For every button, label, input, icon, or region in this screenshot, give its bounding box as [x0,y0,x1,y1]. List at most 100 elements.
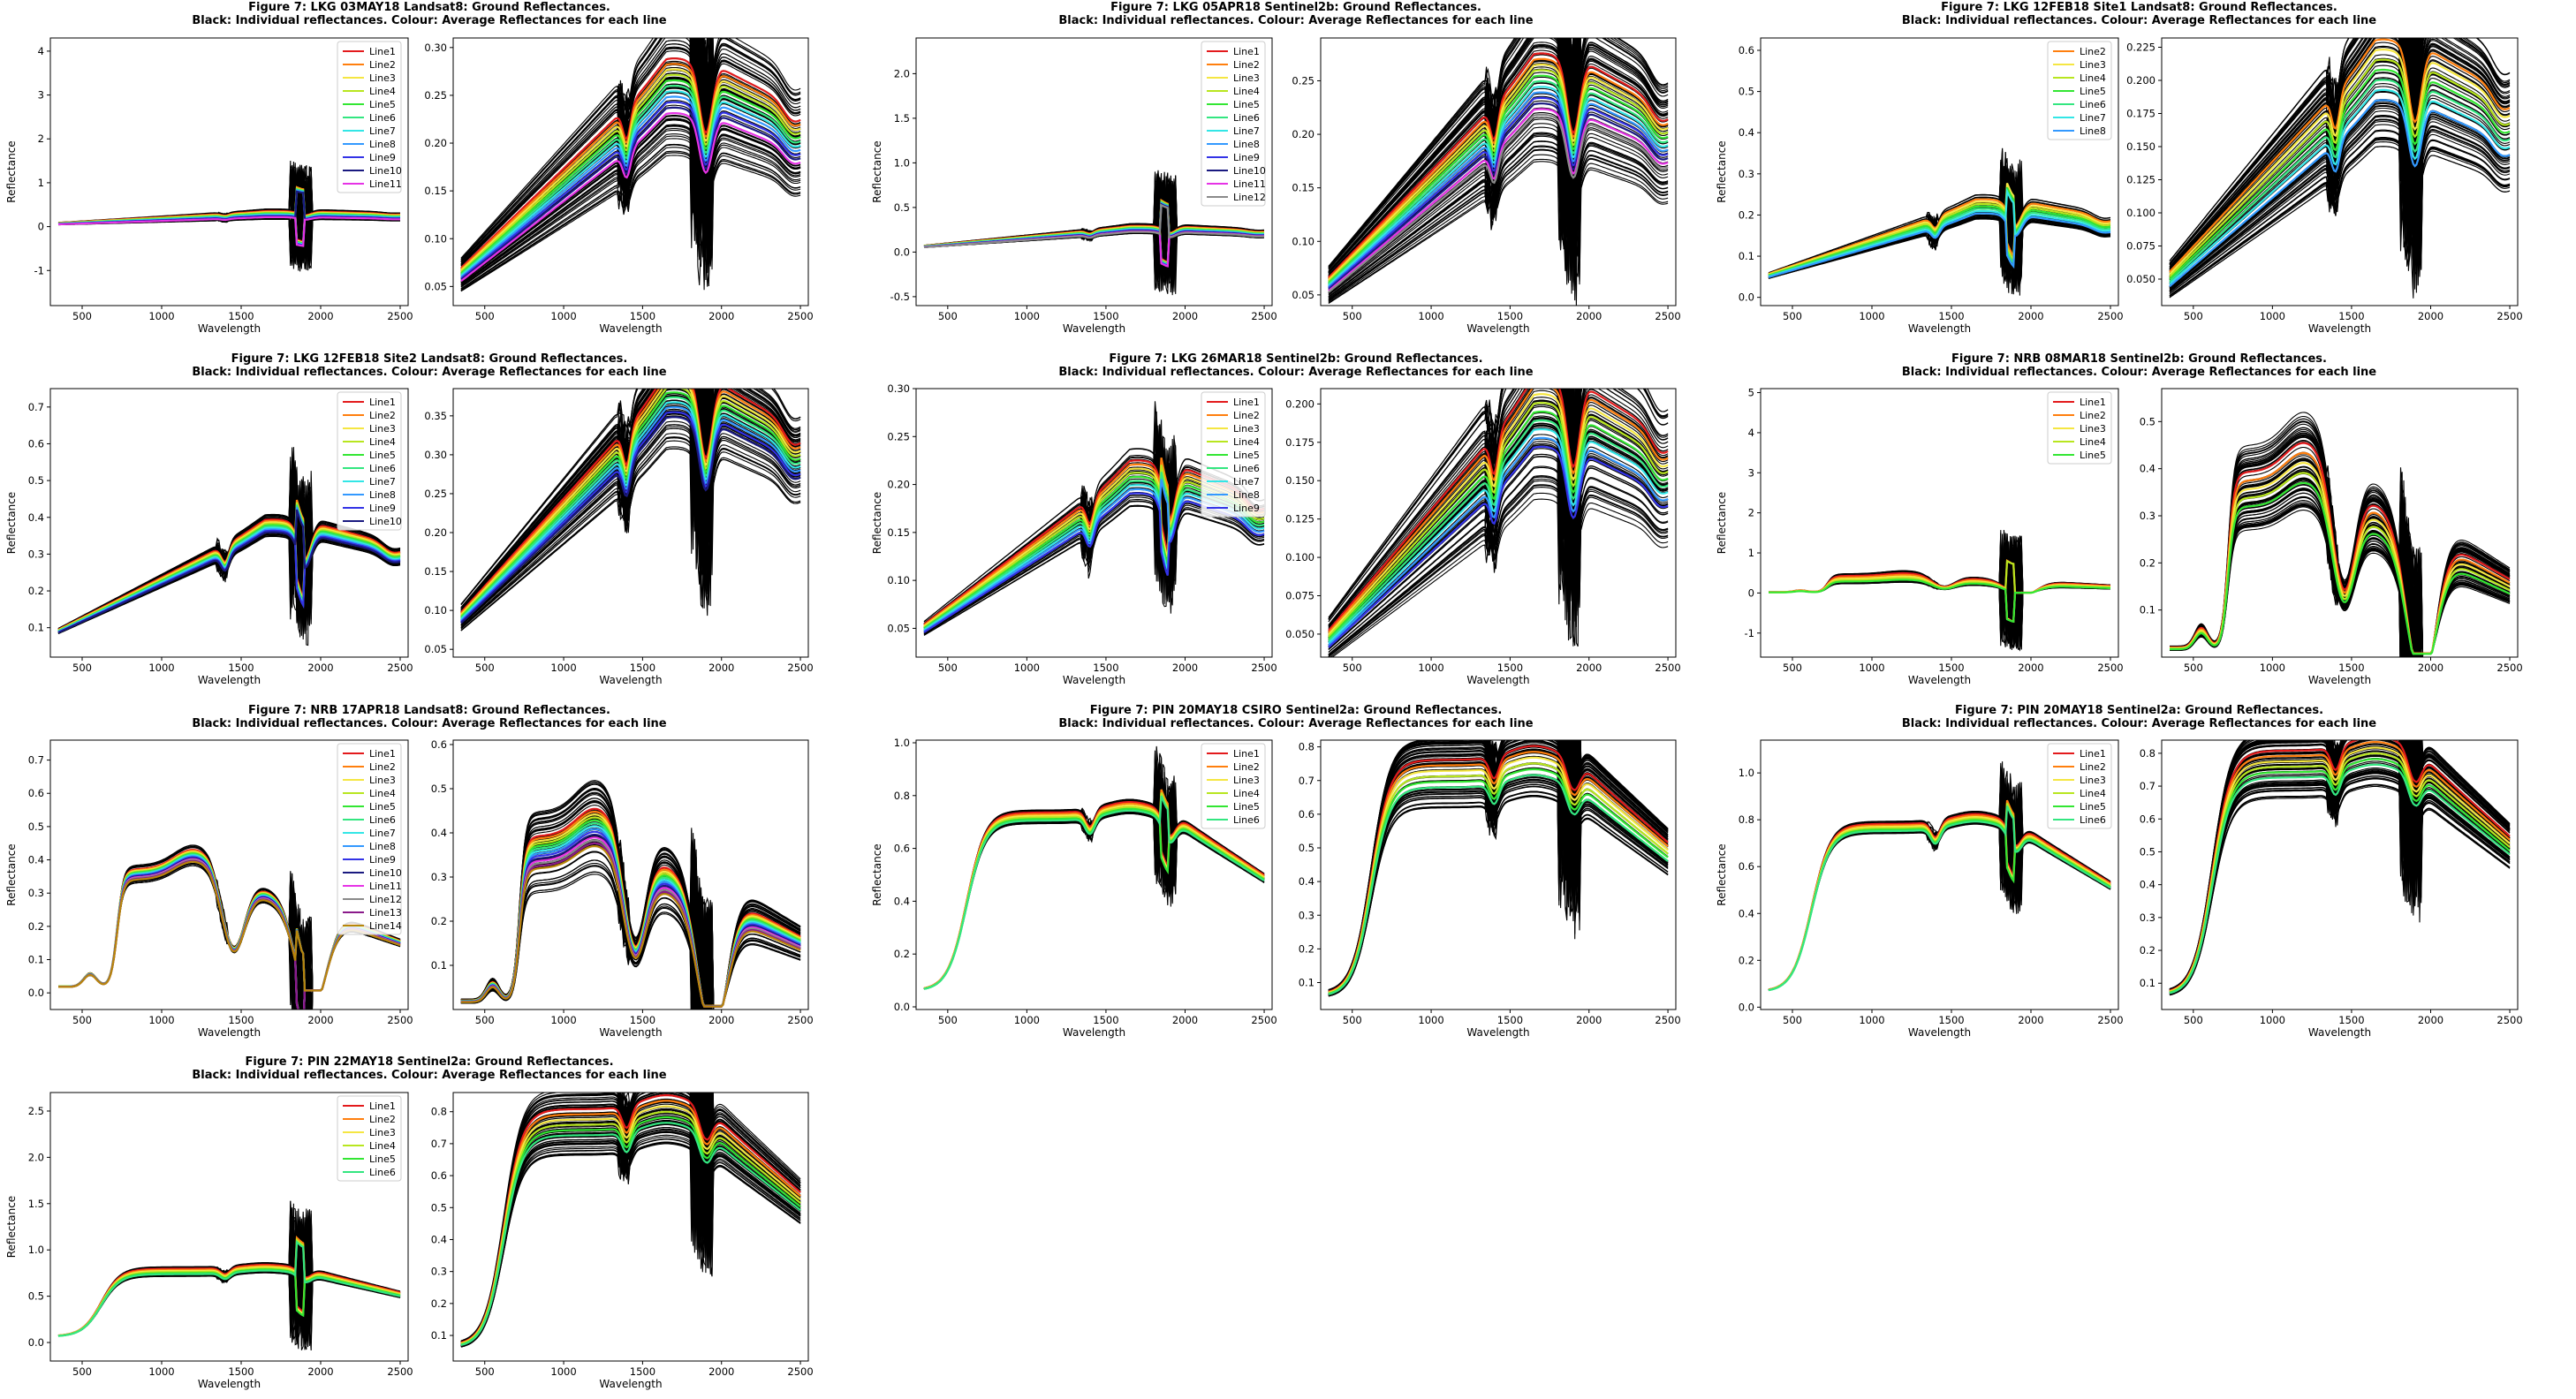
y-tick-label: 1.5 [28,1198,44,1210]
x-tick-label: 1000 [550,310,576,322]
legend-label: Line1 [2080,748,2106,760]
legend-label: Line2 [2080,410,2106,421]
panel-2: Figure 7: LKG 05APR18 Sentinel2b: Ground… [871,0,1681,335]
legend-label: Line1 [1233,46,1260,57]
legend-label: Line3 [1233,423,1260,435]
x-tick-label: 2500 [2097,662,2123,674]
legend-label: Line4 [2080,788,2106,799]
panel-title: Figure 7: LKG 05APR18 Sentinel2b: Ground… [1110,1,1481,14]
x-axis-label: Wavelength [2308,1026,2371,1039]
x-tick-label: 500 [1343,310,1362,322]
panel-title: Figure 7: LKG 12FEB18 Site1 Landsat8: Gr… [1941,1,2337,14]
y-tick-label: 1 [38,177,44,189]
y-tick-label: 0.200 [1285,397,1315,410]
y-tick-label: 1.0 [28,1244,44,1256]
legend-label: Line8 [1233,489,1260,501]
x-axis-label: Wavelength [1466,1026,1529,1039]
y-tick-label: 0.6 [28,787,44,799]
left-axes: 500 1000 1500 2000 25000.10.20.30.40.50.60.7… [5,389,413,686]
y-tick-label: 0.4 [28,854,44,866]
y-axis-label: Reflectance [871,140,883,202]
y-tick-label: 1.0 [894,737,910,749]
left-axes: 500 1000 1500 2000 25000.00.10.20.30.40.50.6… [1716,38,2124,335]
legend-label: Line4 [369,436,396,448]
y-tick-label: 0.30 [424,449,447,461]
x-tick-label: 2500 [787,1014,813,1026]
legend-label: Line6 [2080,814,2106,826]
individual-reflectance-curve [1769,548,2110,651]
x-tick-label: 500 [72,310,92,322]
legend-label: Line2 [369,410,396,421]
x-axis-label: Wavelength [1908,322,1971,335]
individual-reflectance-curve [2170,505,2510,736]
legend-label: Line1 [1233,397,1260,408]
x-tick-label: 1500 [228,1014,254,1026]
left-axes: 500 1000 1500 2000 25000.050.100.150.200.250… [871,382,1277,686]
x-tick-label: 1000 [1014,662,1040,674]
legend-label: Line3 [2080,59,2106,71]
legend: Line1Line2Line3Line4Line5Line6Line7Line8… [337,42,402,193]
y-tick-label: 0.2 [2140,944,2156,957]
average-curve-line4 [461,818,800,1007]
y-tick-label: 0.20 [887,479,910,491]
right-axes: 500 1000 1500 2000 25000.050.100.150.200.25W… [1292,0,1680,335]
average-curve-line5 [924,809,1264,989]
y-tick-label: 0.2 [1739,208,1754,221]
legend-label: Line8 [369,841,396,852]
x-tick-label: 1000 [1418,1014,1443,1026]
panel-7: Figure 7: NRB 17APR18 Landsat8: Ground R… [5,704,814,1114]
x-axis-label: Wavelength [198,1378,261,1390]
x-tick-label: 1000 [148,1014,174,1026]
individual-reflectance-curve [2170,470,2510,745]
x-tick-label: 500 [475,1014,495,1026]
individual-reflectance-curve [58,1201,400,1335]
x-tick-label: 1500 [1497,1014,1523,1026]
legend-label: Line3 [2080,423,2106,435]
y-tick-label: 0.1 [431,959,447,972]
y-tick-label: 0.8 [1299,741,1315,753]
average-curve-line2 [924,200,1264,246]
y-tick-label: 0.4 [1739,907,1754,919]
y-tick-label: 0.10 [424,232,447,245]
y-tick-label: 0.3 [28,548,44,560]
y-tick-label: 4 [1748,427,1754,439]
y-tick-label: 0.05 [887,622,910,634]
x-axis-label: Wavelength [599,322,662,335]
individual-reflectance-curve [2170,488,2510,737]
x-tick-label: 1500 [1093,310,1118,322]
y-tick-label: 0.4 [1299,875,1315,888]
x-axis-label: Wavelength [1908,674,1971,686]
panel-9: Figure 7: PIN 20MAY18 Sentinel2a: Ground… [1716,620,2523,1039]
y-tick-label: 0.2 [1299,942,1315,955]
y-tick-label: 0.10 [1292,235,1315,247]
x-tick-label: 1000 [2260,1014,2285,1026]
x-axis-label: Wavelength [1063,322,1125,335]
legend-label: Line2 [369,59,396,71]
y-axis-label: Reflectance [5,492,18,554]
x-axis-label: Wavelength [2308,322,2371,335]
x-tick-label: 1000 [2260,662,2285,674]
y-tick-label: 0.150 [1285,474,1315,487]
legend-label: Line9 [369,503,396,514]
x-tick-label: 2000 [2018,310,2043,322]
legend-label: Line4 [1233,788,1260,799]
legend-label: Line5 [2080,86,2106,97]
y-tick-label: 1.0 [1739,767,1754,779]
y-tick-label: 0 [38,221,44,233]
panel-title: Figure 7: NRB 17APR18 Landsat8: Ground R… [248,704,610,717]
y-tick-label: 4 [38,45,44,57]
panel-title: Figure 7: PIN 20MAY18 CSIRO Sentinel2a: … [1090,704,1503,717]
x-axis-label: Wavelength [1063,1026,1125,1039]
y-tick-label: 0.075 [1285,590,1315,602]
x-tick-label: 500 [2184,1014,2203,1026]
y-tick-label: 0.8 [894,790,910,802]
x-tick-label: 2500 [1251,310,1277,322]
x-tick-label: 1500 [1938,662,1964,674]
legend-label: Line5 [369,1153,396,1165]
y-tick-label: 0.3 [2140,510,2156,522]
left-axes: 500 1000 1500 2000 25000.00.20.40.60.81.0Wav… [871,737,1277,1039]
y-tick-label: 0.075 [2126,240,2156,253]
y-tick-label: 0.4 [1739,126,1754,139]
legend-label: Line9 [369,854,396,866]
y-tick-label: 0.4 [28,511,44,524]
